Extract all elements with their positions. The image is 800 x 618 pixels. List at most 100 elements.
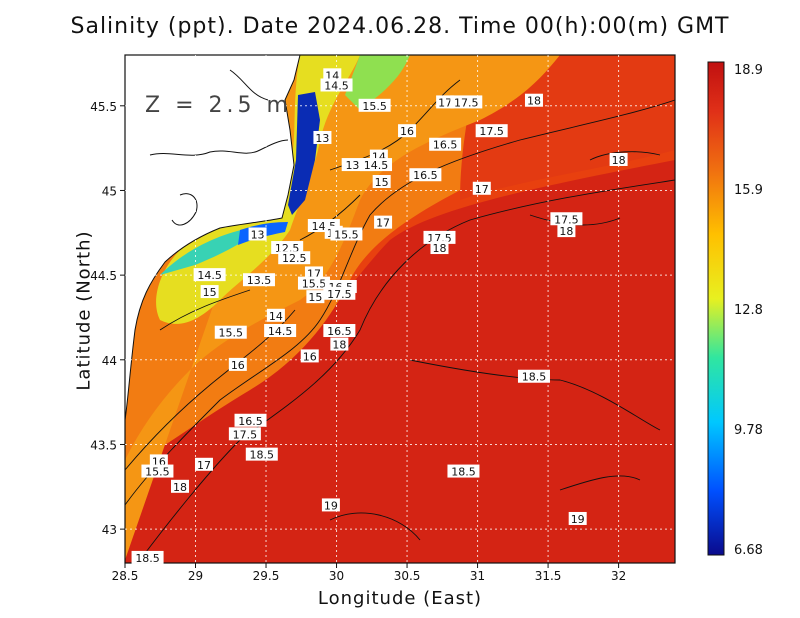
contour-label: 18.5 (522, 371, 547, 384)
x-tick-label: 32 (611, 569, 626, 583)
contour-label: 18 (332, 339, 346, 352)
contour-label-box (330, 337, 349, 351)
contour-label-box (323, 286, 356, 300)
contour-label-box (320, 78, 353, 92)
contour-label: 15.5 (334, 228, 359, 241)
y-tick-label: 43 (102, 523, 117, 537)
contour-label-box (271, 241, 304, 255)
contour-label-box (234, 413, 267, 427)
contour-label-box (193, 268, 226, 282)
land-mass (125, 55, 301, 421)
contour-label-box (278, 251, 311, 265)
contour-label: 12.5 (282, 252, 307, 265)
contour-label-box (609, 152, 628, 166)
contour-label-box (550, 212, 583, 226)
contour-label: 17.5 (233, 428, 258, 441)
contour-label: 16.5 (413, 169, 438, 182)
contour-label: 15 (203, 286, 217, 299)
contour-label: 13.5 (247, 274, 272, 287)
contour-label-box (358, 98, 391, 112)
plot-frame (124, 54, 676, 564)
contour-label-box (447, 464, 480, 478)
contour-label: 19 (324, 499, 338, 512)
x-tick-label: 30 (329, 569, 344, 583)
depth-label: Z = 2.5 m (145, 93, 292, 118)
x-tick-label: 29 (188, 569, 203, 583)
contour-label-box (214, 325, 247, 339)
colorbar-tick-label: 12.8 (734, 303, 763, 318)
contour-label: 18 (527, 95, 541, 108)
contour-label-box (264, 324, 297, 338)
contour-label-box (568, 511, 587, 525)
y-tick-label: 44.5 (90, 269, 117, 283)
contour-label-box (131, 550, 164, 564)
contour-label-box (423, 230, 456, 244)
contour-label: 17 (438, 96, 452, 109)
contour-label: 14.5 (364, 159, 389, 172)
contour-label-box (372, 175, 391, 188)
contour-label: 18.5 (250, 449, 275, 462)
contour-label-box (429, 137, 462, 151)
x-tick-label: 31 (470, 569, 485, 583)
contour-label: 18 (612, 154, 626, 167)
contour-label-box (472, 181, 491, 195)
contour-label: 17.5 (479, 125, 504, 138)
colorbar-tick-label: 15.9 (734, 183, 763, 198)
contour-label: 15.5 (362, 100, 387, 113)
contour-label: 13 (315, 132, 329, 145)
contour-label: 17 (475, 183, 489, 196)
contour-label: 17.5 (554, 213, 579, 226)
contour-label: 17.5 (327, 288, 352, 301)
contour-label-box (430, 241, 449, 255)
contour-label: 17 (197, 459, 211, 472)
x-tick-label: 28.5 (112, 569, 139, 583)
contour-label-box (436, 95, 455, 109)
colorbar-tick-label: 9.78 (734, 423, 763, 438)
contour-label-box (321, 498, 340, 512)
contour-label-box (228, 357, 247, 371)
contour-label: 18 (173, 481, 187, 494)
contour-label: 18.5 (451, 466, 476, 479)
contour-label: 15 (308, 291, 322, 304)
contour-label: 16.5 (433, 139, 458, 152)
contour-label-box (475, 124, 508, 138)
contour-label-box (398, 124, 417, 138)
contour-label: 17.5 (454, 96, 479, 109)
contour-label-box (171, 479, 189, 493)
contour-label: 17 (376, 217, 390, 230)
contour-label-box (409, 168, 442, 182)
y-tick-label: 45 (102, 184, 117, 198)
x-axis: 28.5 29 29.5 30 30.5 31 31.5 32 (112, 563, 626, 583)
y-axis-label: Latitude (North) (73, 230, 95, 391)
contour-label-box (517, 369, 550, 383)
contour-label: 16.5 (238, 415, 263, 428)
contour-label: 14.5 (324, 79, 349, 92)
contour-label-box (323, 68, 342, 82)
colorbar-ticks: 18.9 15.9 12.8 9.78 6.68 (734, 63, 763, 558)
contour-label: 14 (269, 310, 283, 323)
x-axis-label: Longitude (East) (317, 588, 483, 609)
contour-label-box (200, 285, 219, 299)
contour-label-box (248, 227, 267, 241)
contour-label-box (300, 349, 319, 363)
contour-label: 16 (303, 350, 317, 363)
contour-label: 13 (251, 228, 265, 241)
x-tick-label: 30.5 (394, 569, 421, 583)
contour-label: 16.5 (327, 325, 352, 338)
y-axis: 43 43.5 44 44.5 45 45.5 (90, 100, 125, 537)
colorbar-tick-label: 6.68 (734, 543, 763, 558)
contour-label-box (297, 276, 330, 290)
contour-label-box (194, 457, 213, 471)
contour-label-box (450, 95, 483, 109)
contour-label-box (374, 215, 393, 229)
contour-label: 15.5 (302, 278, 327, 291)
y-tick-label: 45.5 (90, 100, 117, 114)
contour-label-box (228, 427, 261, 441)
contour-label-box (242, 273, 275, 287)
x-tick-label: 29.5 (253, 569, 280, 583)
contour-label-box (304, 266, 323, 280)
contour-label: 15.5 (145, 466, 170, 479)
map-title: Salinity (ppt). Date 2024.06.28. Time 00… (70, 14, 730, 39)
